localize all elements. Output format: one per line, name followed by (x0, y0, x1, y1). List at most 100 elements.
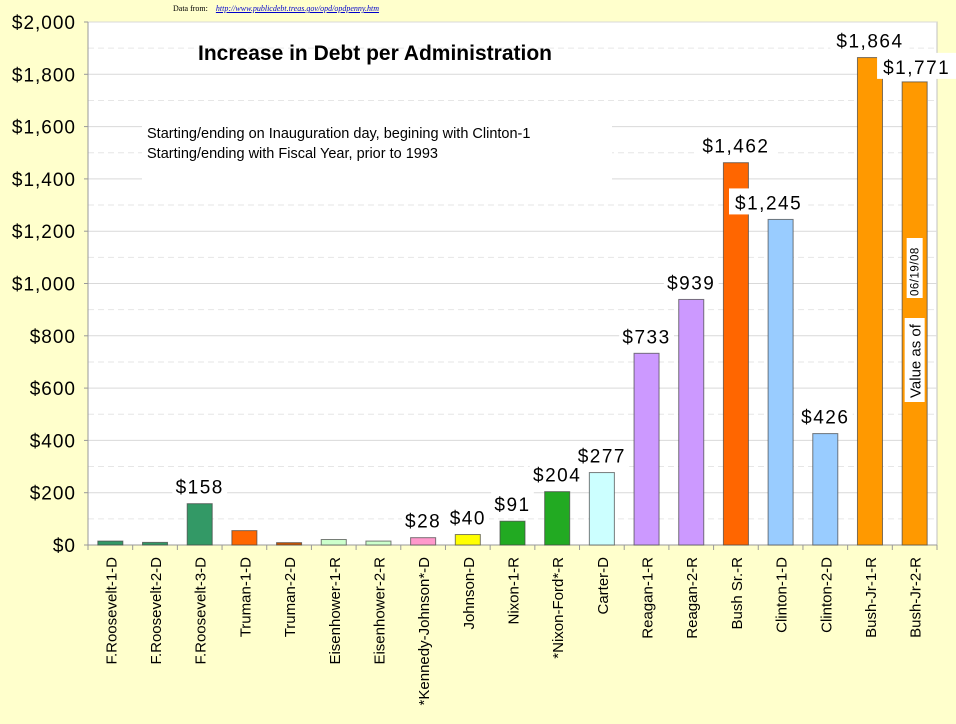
y-tick-label: $1,400 (12, 170, 76, 191)
chart-note: Starting/ending on Inauguration day, beg… (147, 126, 530, 142)
data-label-background (877, 52, 956, 79)
bar (142, 541, 169, 546)
x-tick-label: *Nixon-Ford*-R (550, 557, 567, 659)
data-label-text: $277 (578, 447, 626, 468)
bar (454, 534, 481, 546)
data-label: $426 (797, 402, 853, 429)
y-tick-label: $1,800 (12, 65, 76, 86)
data-source-label: Data from: (173, 4, 208, 13)
bar (812, 433, 839, 546)
x-tick-label: Clinton-2-D (818, 557, 835, 633)
data-source-link[interactable]: http://www.publicdebt.treas.gov/opd/opdp… (215, 4, 379, 13)
x-tick-label: Eisenhower-1-R (327, 557, 344, 665)
bar (365, 540, 392, 546)
data-label: $204 (529, 460, 585, 487)
y-tick-label: $1,000 (12, 275, 76, 296)
x-tick-label: Carter-D (595, 557, 612, 615)
x-tick-label: Bush Sr.-R (729, 557, 746, 630)
data-label: $40 (446, 503, 490, 530)
data-label-text: $1,462 (702, 137, 769, 158)
data-label-text: $204 (533, 466, 581, 487)
annotation-text: Value as of (908, 323, 925, 398)
x-tick-label: *Kennedy-Johnson*-D (416, 557, 433, 706)
x-tick-label: F.Roosevelt-3-D (193, 557, 210, 665)
notes-background (142, 118, 612, 184)
data-label: $939 (663, 268, 719, 295)
annotation-background (904, 318, 925, 402)
bar (901, 81, 928, 546)
annotation-date: 06/19/08 (910, 247, 922, 296)
data-label-background (663, 268, 719, 295)
data-label-text: $733 (622, 327, 670, 348)
bar (588, 472, 615, 546)
x-tick-label: Clinton-1-D (774, 557, 791, 633)
data-label-text: $91 (494, 495, 530, 516)
bar (767, 218, 794, 546)
data-label-text: $1,864 (836, 32, 903, 53)
bar (856, 57, 883, 546)
bar (678, 298, 705, 546)
data-label: $733 (619, 322, 674, 349)
y-tick-label: $1,600 (12, 118, 76, 139)
data-label-background (446, 503, 490, 530)
x-tick-label: Truman-1-D (237, 557, 254, 637)
x-tick-label: Nixon-1-R (506, 557, 523, 625)
bar (186, 503, 213, 546)
bar (97, 540, 124, 546)
data-label-background (491, 490, 534, 517)
value-as-of-annotation: Value as of 06/19/08 (904, 238, 925, 402)
data-label-background (619, 322, 674, 349)
data-label: $1,864 (830, 26, 910, 53)
y-tick-label: $800 (30, 327, 76, 348)
y-tick-label: $2,000 (12, 13, 76, 34)
bar (320, 539, 347, 546)
bar (722, 162, 749, 546)
data-label-text: $939 (667, 273, 715, 294)
chart-note: Starting/ending with Fiscal Year, prior … (147, 146, 438, 162)
data-label-text: $1,245 (735, 193, 802, 214)
chart-title: Increase in Debt per Administration (198, 42, 552, 65)
y-tick-label: $200 (30, 484, 76, 505)
bar (633, 352, 660, 546)
data-label-background (729, 188, 809, 215)
data-label: $158 (172, 472, 228, 499)
y-tick-label: $0 (53, 536, 76, 557)
data-label-background (574, 441, 630, 468)
data-label-text: $40 (450, 509, 486, 530)
bar (544, 491, 571, 546)
data-label-background (401, 506, 445, 533)
y-tick-label: $600 (30, 379, 76, 400)
data-label: $1,245 (729, 188, 809, 215)
data-label-background (696, 131, 776, 158)
data-label-background (172, 472, 228, 499)
data-label: $28 (401, 506, 445, 533)
x-tick-label: Johnson-D (461, 557, 478, 630)
x-tick-label: Reagan-2-R (684, 557, 701, 639)
x-tick-label: F.Roosevelt-2-D (148, 557, 165, 665)
x-tick-label: Bush-Jr-1-R (863, 557, 880, 638)
data-label: $277 (574, 441, 630, 468)
annotation-date-background (906, 238, 923, 298)
data-label: $1,462 (696, 131, 776, 158)
x-tick-label: Eisenhower-2-R (371, 557, 388, 665)
x-tick-label: F.Roosevelt-1-D (103, 557, 120, 665)
y-tick-label: $400 (30, 431, 76, 452)
data-label: $91 (491, 490, 534, 517)
x-tick-label: Truman-2-D (282, 557, 299, 637)
data-source: Data from: http://www.publicdebt.treas.g… (173, 4, 379, 13)
data-label-text: $1,771 (883, 58, 950, 79)
data-label-text: $158 (176, 478, 224, 499)
bar (276, 542, 303, 546)
bar (231, 530, 258, 546)
data-label-background (797, 402, 853, 429)
bar (410, 537, 437, 546)
data-label-text: $426 (801, 408, 849, 429)
x-tick-label: Reagan-1-R (640, 557, 657, 639)
bar (499, 520, 526, 546)
x-tick-label: Bush-Jr-2-R (908, 557, 925, 638)
data-label-text: $28 (405, 512, 441, 533)
data-label: $1,771 (877, 52, 956, 79)
data-label-background (830, 26, 910, 53)
y-tick-label: $1,200 (12, 222, 76, 243)
